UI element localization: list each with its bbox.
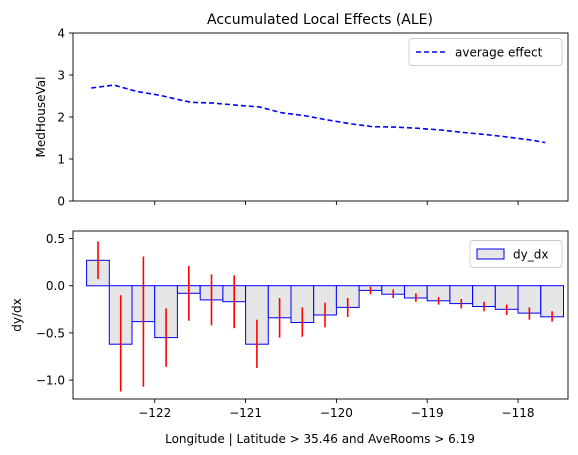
top-y-tick-label: 2 (57, 111, 65, 125)
bottom-legend-box (469, 240, 563, 268)
average-effect-line (91, 84, 546, 144)
top-legend: average effect (408, 38, 563, 66)
top-y-axis-label: MedHouseVal (34, 77, 48, 158)
bottom-y-tick-label: −1.0 (36, 374, 65, 388)
bottom-x-tick-label: −122 (138, 406, 171, 420)
bottom-x-tick-label: −119 (411, 406, 444, 420)
top-y-ticks: 0 1 2 3 4 (57, 27, 73, 209)
chart-title: Accumulated Local Effects (ALE) (207, 12, 433, 28)
bottom-y-tick-label: 0.5 (46, 232, 65, 246)
top-y-tick-label: 4 (57, 27, 65, 41)
bottom-panel: 0.5 0.0 −0.5 −1.0 −122 −121 −120 −119 −118 dy/d… (10, 230, 569, 446)
bottom-x-axis-label: Longitude | Latitude > 35.46 and AveRoom… (165, 432, 475, 446)
bottom-x-tick-label: −121 (229, 406, 262, 420)
bottom-y-tick-label: −0.5 (36, 326, 65, 340)
bottom-x-tick-label: −118 (502, 406, 535, 420)
top-legend-box (408, 38, 563, 66)
bottom-errorbars-layer (97, 241, 553, 392)
top-y-tick-label: 1 (57, 153, 65, 167)
bottom-y-tick-label: 0.0 (46, 279, 65, 293)
bottom-legend-label: dy_dx (513, 248, 548, 262)
bottom-legend: dy_dx (469, 240, 563, 268)
bottom-y-ticks: 0.5 0.0 −0.5 −1.0 (36, 232, 73, 388)
top-x-ticks (154, 201, 519, 205)
top-panel: Accumulated Local Effects (ALE) 0 1 2 3 4 Me… (34, 12, 569, 209)
bottom-x-ticks: −122 −121 −120 −119 −118 (138, 399, 535, 420)
top-y-tick-label: 0 (57, 195, 65, 209)
top-series-layer (91, 84, 546, 144)
top-legend-label: average effect (455, 46, 543, 60)
bottom-axes-frame (72, 230, 569, 400)
bottom-legend-swatch (476, 248, 505, 260)
bottom-bars-layer (86, 259, 564, 345)
top-y-tick-label: 3 (57, 69, 65, 83)
bottom-x-tick-label: −120 (320, 406, 353, 420)
bottom-y-axis-label: dy/dx (10, 298, 24, 331)
